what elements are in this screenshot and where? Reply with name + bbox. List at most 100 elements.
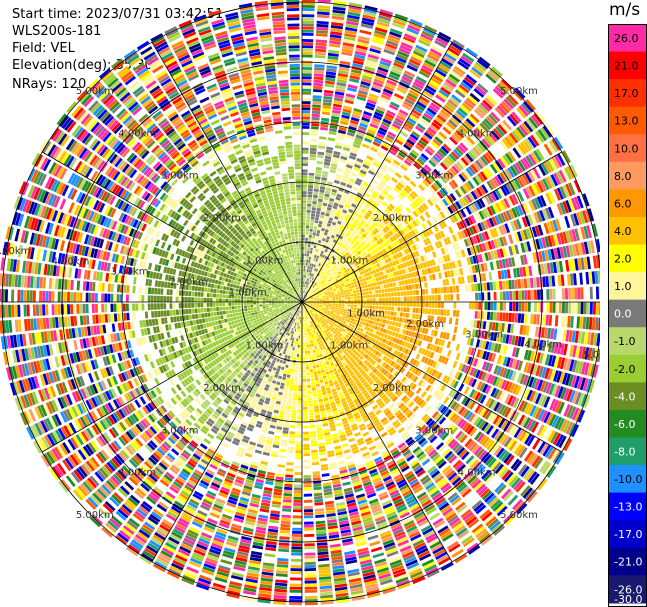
velocity-cell xyxy=(464,217,471,227)
velocity-cell xyxy=(311,387,316,391)
velocity-cell xyxy=(484,208,491,218)
velocity-cell xyxy=(332,305,336,307)
velocity-cell xyxy=(466,135,476,145)
velocity-cell xyxy=(307,350,311,354)
velocity-cell xyxy=(518,124,529,136)
velocity-cell xyxy=(415,160,423,168)
velocity-cell xyxy=(371,117,381,124)
velocity-cell xyxy=(307,247,311,251)
velocity-cell xyxy=(334,91,345,96)
velocity-cell xyxy=(437,302,441,308)
velocity-cell xyxy=(302,63,313,67)
velocity-cell xyxy=(346,211,352,216)
velocity-cell xyxy=(315,268,319,272)
velocity-cell xyxy=(335,298,339,300)
velocity-cell xyxy=(316,255,320,259)
velocity-cell xyxy=(434,152,443,161)
velocity-cell xyxy=(509,132,519,144)
velocity-cell xyxy=(321,293,325,296)
velocity-cell xyxy=(444,157,453,166)
velocity-cell xyxy=(537,478,548,491)
velocity-cell xyxy=(324,241,328,246)
velocity-cell xyxy=(492,162,501,172)
velocity-cell xyxy=(402,162,410,169)
velocity-cell xyxy=(388,230,394,236)
velocity-cell xyxy=(579,316,584,329)
velocity-cell xyxy=(347,283,352,287)
velocity-cell xyxy=(598,254,600,264)
velocity-cell xyxy=(439,189,446,197)
velocity-cell xyxy=(352,278,357,282)
velocity-cell xyxy=(314,278,317,282)
velocity-cell xyxy=(396,312,400,317)
velocity-cell xyxy=(308,185,314,189)
velocity-cell xyxy=(325,267,329,271)
velocity-cell xyxy=(424,268,429,275)
velocity-cell xyxy=(393,93,404,100)
velocity-cell xyxy=(452,243,458,251)
velocity-cell xyxy=(424,59,436,68)
velocity-cell xyxy=(331,221,337,226)
velocity-cell xyxy=(464,76,476,87)
velocity-cell xyxy=(343,36,356,41)
velocity-cell xyxy=(326,206,332,211)
velocity-cell xyxy=(380,145,389,152)
velocity-cell xyxy=(310,291,313,294)
velocity-cell xyxy=(363,110,373,117)
velocity-cell xyxy=(362,288,366,292)
velocity-cell xyxy=(468,302,472,310)
velocity-cell xyxy=(378,223,384,229)
velocity-cell xyxy=(369,123,379,129)
velocity-cell xyxy=(310,292,314,295)
velocity-cell xyxy=(310,300,314,302)
velocity-cell xyxy=(394,138,404,146)
velocity-cell xyxy=(319,288,323,292)
velocity-cell xyxy=(365,276,369,281)
velocity-cell xyxy=(543,222,550,234)
velocity-cell xyxy=(511,313,515,323)
velocity-cell xyxy=(452,39,465,49)
velocity-cell xyxy=(350,296,354,299)
velocity-cell xyxy=(337,167,344,173)
velocity-cell xyxy=(313,281,316,285)
velocity-cell xyxy=(366,253,372,258)
velocity-cell xyxy=(369,196,376,202)
velocity-cell xyxy=(424,24,438,33)
velocity-cell xyxy=(324,155,332,160)
velocity-cell xyxy=(323,378,328,382)
velocity-cell xyxy=(483,118,494,129)
velocity-cell xyxy=(366,280,370,284)
velocity-cell xyxy=(479,122,489,133)
velocity-cell xyxy=(322,422,329,427)
velocity-cell xyxy=(391,123,401,130)
velocity-cell xyxy=(453,269,458,277)
velocity-cell xyxy=(357,38,370,45)
velocity-cell xyxy=(326,236,331,240)
velocity-cell xyxy=(327,59,338,64)
velocity-cell xyxy=(368,51,380,57)
velocity-cell xyxy=(323,299,326,301)
velocity-cell xyxy=(482,321,487,330)
velocity-cell xyxy=(324,279,328,283)
velocity-cell xyxy=(316,299,320,301)
velocity-cell xyxy=(344,99,354,105)
velocity-cell xyxy=(328,49,340,54)
velocity-cell xyxy=(352,200,359,206)
velocity-cell xyxy=(316,20,329,25)
velocity-cell xyxy=(417,171,426,179)
velocity-cell xyxy=(334,259,339,263)
velocity-cell xyxy=(399,179,407,187)
velocity-cell xyxy=(453,149,462,158)
velocity-cell xyxy=(442,159,450,169)
velocity-cell xyxy=(398,280,403,286)
velocity-cell xyxy=(360,183,368,189)
velocity-cell xyxy=(397,307,401,312)
velocity-cell xyxy=(428,295,432,301)
velocity-cell xyxy=(312,349,316,353)
velocity-cell xyxy=(549,288,553,300)
velocity-cell xyxy=(318,274,322,278)
velocity-cell xyxy=(372,294,376,298)
velocity-cell xyxy=(309,154,317,158)
velocity-cell xyxy=(345,96,355,102)
velocity-cell xyxy=(337,220,342,225)
